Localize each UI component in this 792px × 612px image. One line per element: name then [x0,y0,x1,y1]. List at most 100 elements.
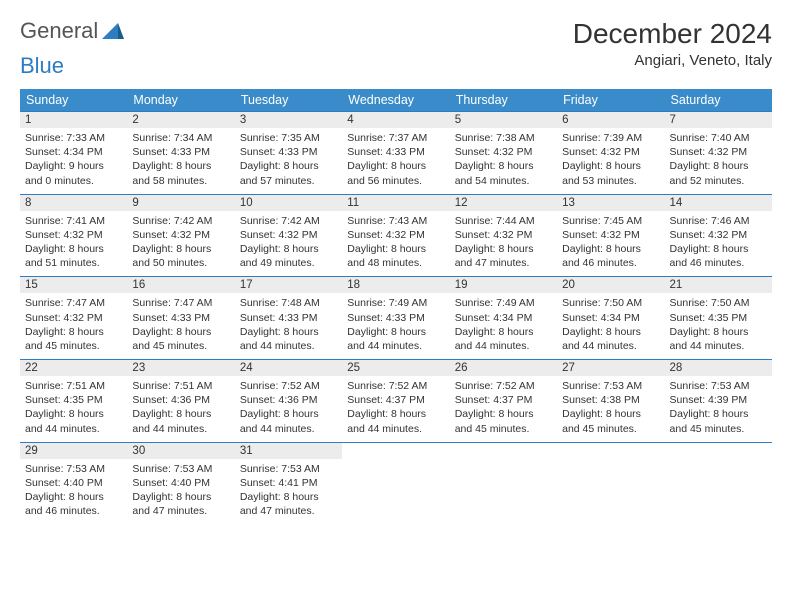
day-info: Sunrise: 7:39 AMSunset: 4:32 PMDaylight:… [557,128,664,194]
day-info: Sunrise: 7:52 AMSunset: 4:36 PMDaylight:… [235,376,342,442]
day-info: Sunrise: 7:34 AMSunset: 4:33 PMDaylight:… [127,128,234,194]
day-info: Sunrise: 7:49 AMSunset: 4:34 PMDaylight:… [450,293,557,359]
day-info: Sunrise: 7:53 AMSunset: 4:39 PMDaylight:… [665,376,772,442]
day-number: 27 [557,360,664,376]
logo-word1: General [20,18,98,44]
day-number: 16 [127,277,234,293]
day-info: Sunrise: 7:50 AMSunset: 4:34 PMDaylight:… [557,293,664,359]
calendar-day-cell: 4Sunrise: 7:37 AMSunset: 4:33 PMDaylight… [342,112,449,195]
day-info: Sunrise: 7:44 AMSunset: 4:32 PMDaylight:… [450,211,557,277]
day-info: Sunrise: 7:40 AMSunset: 4:32 PMDaylight:… [665,128,772,194]
calendar-body: 1Sunrise: 7:33 AMSunset: 4:34 PMDaylight… [20,112,772,525]
day-number: 26 [450,360,557,376]
location: Angiari, Veneto, Italy [573,52,772,69]
day-number: 29 [20,443,127,459]
day-number: 15 [20,277,127,293]
day-number: 31 [235,443,342,459]
calendar-table: Sunday Monday Tuesday Wednesday Thursday… [20,89,772,524]
weekday-header: Friday [557,89,664,112]
day-number: 21 [665,277,772,293]
weekday-header: Monday [127,89,234,112]
day-number: 12 [450,195,557,211]
calendar-day-cell: 22Sunrise: 7:51 AMSunset: 4:35 PMDayligh… [20,360,127,443]
calendar-day-cell: 26Sunrise: 7:52 AMSunset: 4:37 PMDayligh… [450,360,557,443]
calendar-day-cell: 10Sunrise: 7:42 AMSunset: 4:32 PMDayligh… [235,194,342,277]
day-info: Sunrise: 7:37 AMSunset: 4:33 PMDaylight:… [342,128,449,194]
calendar-day-cell [450,442,557,524]
month-title: December 2024 [573,18,772,50]
day-info: Sunrise: 7:53 AMSunset: 4:40 PMDaylight:… [127,459,234,525]
day-number: 24 [235,360,342,376]
day-info: Sunrise: 7:52 AMSunset: 4:37 PMDaylight:… [450,376,557,442]
day-info: Sunrise: 7:51 AMSunset: 4:36 PMDaylight:… [127,376,234,442]
day-number: 25 [342,360,449,376]
weekday-header-row: Sunday Monday Tuesday Wednesday Thursday… [20,89,772,112]
day-number: 1 [20,112,127,128]
day-number: 30 [127,443,234,459]
day-info: Sunrise: 7:33 AMSunset: 4:34 PMDaylight:… [20,128,127,194]
calendar-week-row: 29Sunrise: 7:53 AMSunset: 4:40 PMDayligh… [20,442,772,524]
calendar-week-row: 1Sunrise: 7:33 AMSunset: 4:34 PMDaylight… [20,112,772,195]
calendar-day-cell: 19Sunrise: 7:49 AMSunset: 4:34 PMDayligh… [450,277,557,360]
calendar-day-cell: 24Sunrise: 7:52 AMSunset: 4:36 PMDayligh… [235,360,342,443]
day-number: 14 [665,195,772,211]
day-info: Sunrise: 7:43 AMSunset: 4:32 PMDaylight:… [342,211,449,277]
day-number: 19 [450,277,557,293]
calendar-day-cell: 23Sunrise: 7:51 AMSunset: 4:36 PMDayligh… [127,360,234,443]
calendar-day-cell [557,442,664,524]
logo: General [20,18,124,44]
calendar-week-row: 15Sunrise: 7:47 AMSunset: 4:32 PMDayligh… [20,277,772,360]
calendar-day-cell: 13Sunrise: 7:45 AMSunset: 4:32 PMDayligh… [557,194,664,277]
day-info: Sunrise: 7:42 AMSunset: 4:32 PMDaylight:… [235,211,342,277]
day-number: 10 [235,195,342,211]
day-number: 18 [342,277,449,293]
day-number: 9 [127,195,234,211]
day-number: 6 [557,112,664,128]
day-number: 8 [20,195,127,211]
day-number: 22 [20,360,127,376]
day-number: 11 [342,195,449,211]
day-info: Sunrise: 7:45 AMSunset: 4:32 PMDaylight:… [557,211,664,277]
day-number: 13 [557,195,664,211]
calendar-day-cell: 20Sunrise: 7:50 AMSunset: 4:34 PMDayligh… [557,277,664,360]
day-info: Sunrise: 7:35 AMSunset: 4:33 PMDaylight:… [235,128,342,194]
calendar-day-cell: 25Sunrise: 7:52 AMSunset: 4:37 PMDayligh… [342,360,449,443]
calendar-day-cell: 2Sunrise: 7:34 AMSunset: 4:33 PMDaylight… [127,112,234,195]
calendar-day-cell: 1Sunrise: 7:33 AMSunset: 4:34 PMDaylight… [20,112,127,195]
day-info: Sunrise: 7:51 AMSunset: 4:35 PMDaylight:… [20,376,127,442]
calendar-day-cell: 14Sunrise: 7:46 AMSunset: 4:32 PMDayligh… [665,194,772,277]
day-number: 4 [342,112,449,128]
calendar-day-cell: 9Sunrise: 7:42 AMSunset: 4:32 PMDaylight… [127,194,234,277]
day-number: 23 [127,360,234,376]
calendar-day-cell: 7Sunrise: 7:40 AMSunset: 4:32 PMDaylight… [665,112,772,195]
calendar-week-row: 8Sunrise: 7:41 AMSunset: 4:32 PMDaylight… [20,194,772,277]
day-number: 5 [450,112,557,128]
day-info: Sunrise: 7:47 AMSunset: 4:32 PMDaylight:… [20,293,127,359]
weekday-header: Sunday [20,89,127,112]
calendar-day-cell: 21Sunrise: 7:50 AMSunset: 4:35 PMDayligh… [665,277,772,360]
calendar-day-cell: 3Sunrise: 7:35 AMSunset: 4:33 PMDaylight… [235,112,342,195]
calendar-day-cell: 15Sunrise: 7:47 AMSunset: 4:32 PMDayligh… [20,277,127,360]
day-info: Sunrise: 7:53 AMSunset: 4:41 PMDaylight:… [235,459,342,525]
calendar-day-cell: 28Sunrise: 7:53 AMSunset: 4:39 PMDayligh… [665,360,772,443]
day-info: Sunrise: 7:52 AMSunset: 4:37 PMDaylight:… [342,376,449,442]
weekday-header: Tuesday [235,89,342,112]
calendar-week-row: 22Sunrise: 7:51 AMSunset: 4:35 PMDayligh… [20,360,772,443]
title-block: December 2024 Angiari, Veneto, Italy [573,18,772,69]
day-number: 17 [235,277,342,293]
day-number: 28 [665,360,772,376]
calendar-day-cell: 30Sunrise: 7:53 AMSunset: 4:40 PMDayligh… [127,442,234,524]
day-info: Sunrise: 7:42 AMSunset: 4:32 PMDaylight:… [127,211,234,277]
day-info: Sunrise: 7:50 AMSunset: 4:35 PMDaylight:… [665,293,772,359]
calendar-day-cell: 17Sunrise: 7:48 AMSunset: 4:33 PMDayligh… [235,277,342,360]
day-info: Sunrise: 7:53 AMSunset: 4:40 PMDaylight:… [20,459,127,525]
day-info: Sunrise: 7:49 AMSunset: 4:33 PMDaylight:… [342,293,449,359]
logo-sail-icon [102,21,124,41]
weekday-header: Saturday [665,89,772,112]
calendar-day-cell: 11Sunrise: 7:43 AMSunset: 4:32 PMDayligh… [342,194,449,277]
day-number: 20 [557,277,664,293]
weekday-header: Wednesday [342,89,449,112]
day-info: Sunrise: 7:53 AMSunset: 4:38 PMDaylight:… [557,376,664,442]
day-number: 3 [235,112,342,128]
calendar-day-cell: 16Sunrise: 7:47 AMSunset: 4:33 PMDayligh… [127,277,234,360]
